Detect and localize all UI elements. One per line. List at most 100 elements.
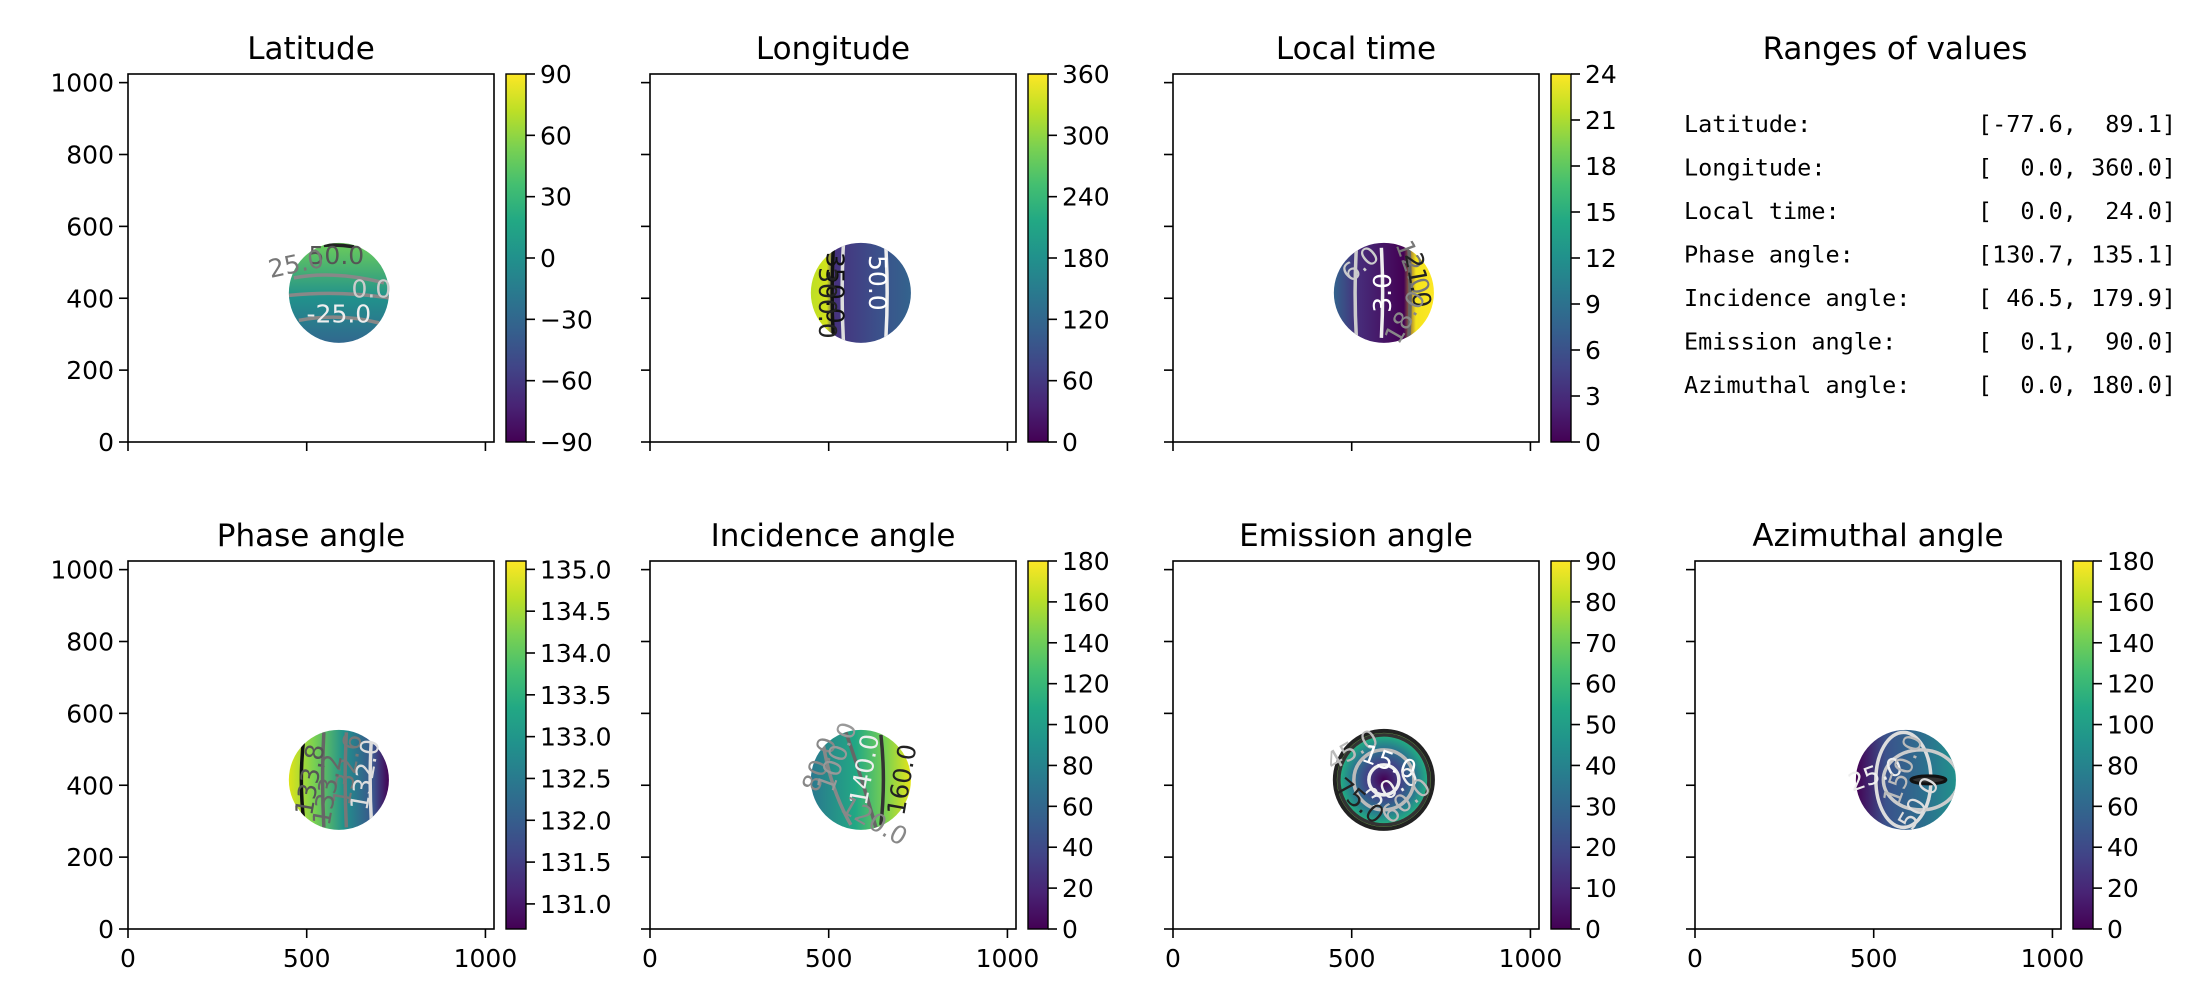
- colorbar-tick-label: 140: [2107, 629, 2155, 658]
- plot-frame: [649, 73, 1017, 443]
- colorbar-tick-label: 80: [1062, 751, 1094, 780]
- colorbar-tick-label: 60: [540, 121, 572, 150]
- colorbar-tick-label: 30: [540, 183, 572, 212]
- chart-title: Ranges of values: [1763, 31, 2028, 67]
- y-tick-label: 600: [66, 212, 114, 241]
- contour-line: [299, 737, 306, 823]
- colorbar-tick-label: 133.5: [540, 681, 612, 710]
- colorbar-tick-label: 134.5: [540, 597, 612, 626]
- contour-group: [1353, 247, 1412, 338]
- contour-line: [288, 291, 389, 300]
- contour-group: [299, 732, 374, 828]
- colorbar: [505, 560, 527, 930]
- colorbar-tick-label: 12: [1585, 244, 1617, 273]
- colorbar-tick-label: 40: [1062, 833, 1094, 862]
- contour-line: [368, 737, 374, 823]
- colorbar-tick-label: 20: [1585, 833, 1617, 862]
- table-row-label: Emission angle:: [1684, 328, 1896, 356]
- table-row-range: [ 0.0, 360.0]: [1978, 154, 2176, 182]
- contour-line: [830, 247, 836, 338]
- x-tick-label: 500: [805, 944, 853, 973]
- colorbar-tick-label: 180: [2107, 547, 2155, 576]
- chart-panel-7: Ranges of values Latitude: [-77.6, 89.1] Lo…: [1684, 31, 2176, 399]
- table-row-range: [ 46.5, 179.9]: [1978, 284, 2176, 312]
- table-row-range: [ 0.0, 24.0]: [1978, 197, 2176, 225]
- contour-group: [1874, 730, 1956, 830]
- colorbar-tick-label: 24: [1585, 60, 1617, 89]
- colorbar-tick-label: 80: [2107, 751, 2139, 780]
- x-tick-label: 0: [642, 944, 658, 973]
- chart-panel-2: Local time6.03.012.021.018.0242118151296…: [1164, 31, 1617, 457]
- colorbar-tick-label: 140: [1062, 629, 1110, 658]
- colorbar-tick-label: 20: [2107, 874, 2139, 903]
- x-tick-label: 0: [1165, 944, 1181, 973]
- contour-line: [1352, 748, 1416, 812]
- table-row-label: Incidence angle:: [1684, 284, 1910, 312]
- contour-line: [1407, 247, 1412, 338]
- colorbar-tick-label: 100: [1062, 711, 1110, 740]
- x-tick-label: 1000: [976, 944, 1040, 973]
- contour-line: [298, 315, 380, 325]
- colorbar-tick-label: 0: [2107, 915, 2123, 944]
- contour-line: [1909, 774, 1948, 786]
- contour-group: [830, 245, 889, 341]
- colorbar-tick-label: 180: [1062, 244, 1110, 273]
- contour-group: [1337, 733, 1431, 827]
- chart-panel-0: Latitude50.025.00.0-25.00200400600800100…: [50, 31, 592, 457]
- contour-line: [293, 273, 385, 285]
- colorbar-tick-label: 132.0: [540, 806, 612, 835]
- colorbar-tick-label: 0: [1062, 428, 1078, 457]
- chart-panel-3: Phase angle133.8132.6132.0133.2020040060…: [50, 518, 611, 973]
- colorbar-tick-label: 90: [1585, 547, 1617, 576]
- contour-line: [844, 731, 878, 828]
- colorbar-tick-label: 360: [1062, 60, 1110, 89]
- contour-line: [879, 734, 886, 826]
- contour-label: 0.0: [352, 274, 392, 303]
- plot-frame: [1694, 560, 2062, 930]
- contour-line: [1332, 728, 1435, 831]
- y-tick-label: 1000: [50, 556, 114, 585]
- contour-line: [840, 245, 846, 341]
- contour-line: [1353, 247, 1359, 338]
- colorbar-tick-label: 160: [1062, 588, 1110, 617]
- contour-line: [1881, 748, 1956, 812]
- colorbar-tick-label: 0: [1585, 428, 1601, 457]
- chart-title: Emission angle: [1239, 518, 1473, 554]
- chart-title: Latitude: [247, 31, 375, 67]
- colorbar-tick-label: 30: [1585, 792, 1617, 821]
- colorbar-tick-label: 0: [1062, 915, 1078, 944]
- contour-label: 50.0: [309, 241, 365, 270]
- colorbar-tick-label: 21: [1585, 106, 1617, 135]
- colorbar-tick-label: 0: [540, 244, 556, 273]
- contour-line: [884, 247, 889, 338]
- colorbar: [1027, 560, 1049, 930]
- contour-line: [1367, 763, 1401, 797]
- colorbar-tick-label: 135.0: [540, 555, 612, 584]
- contour-group: [821, 731, 886, 828]
- colorbar-tick-label: 131.0: [540, 890, 612, 919]
- colorbar-tick-label: 9: [1585, 290, 1601, 319]
- colorbar-tick-label: 60: [1062, 367, 1094, 396]
- colorbar-tick-label: 20: [1062, 874, 1094, 903]
- y-tick-label: 800: [66, 628, 114, 657]
- colorbar-tick-label: −60: [540, 367, 593, 396]
- y-tick-label: 1000: [50, 69, 114, 98]
- chart-panel-4: Incidence angle80.0100.0140.0160.0120.00…: [641, 518, 1110, 973]
- x-tick-label: 500: [1850, 944, 1898, 973]
- contour-label: 3.0: [1368, 273, 1397, 313]
- contour-line: [343, 732, 349, 828]
- x-tick-label: 0: [1687, 944, 1703, 973]
- table-row-label: Phase angle:: [1684, 241, 1854, 269]
- colorbar-tick-label: 50: [1585, 711, 1617, 740]
- contour-line: [1337, 733, 1431, 827]
- contour-line: [323, 243, 355, 249]
- x-tick-label: 1000: [2021, 944, 2085, 973]
- contour-label: -25.0: [307, 299, 372, 328]
- colorbar-tick-label: 0: [1585, 915, 1601, 944]
- y-tick-label: 200: [66, 843, 114, 872]
- x-tick-label: 1000: [1499, 944, 1563, 973]
